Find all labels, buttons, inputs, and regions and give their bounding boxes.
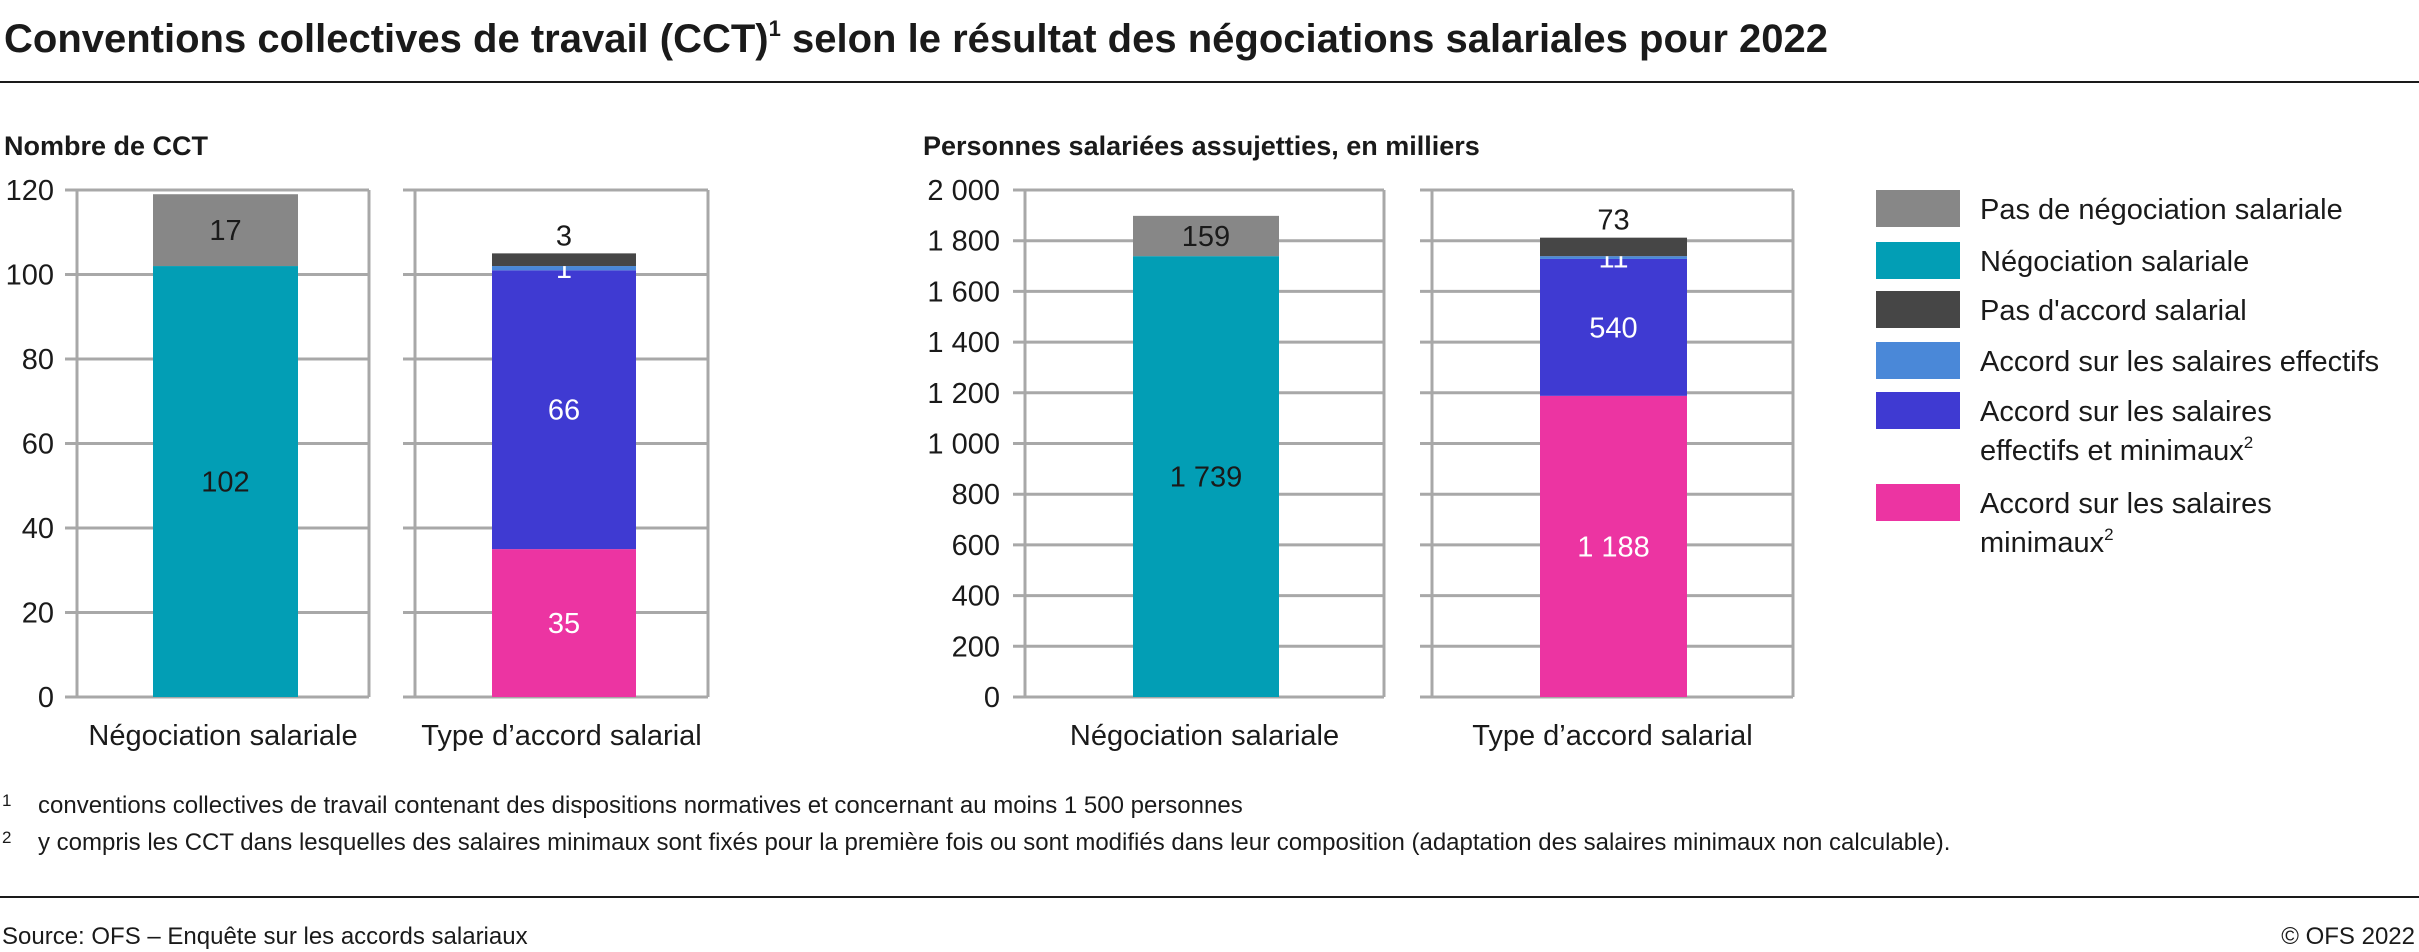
legend-item-effectifs_minimaux: Accord sur les salaires effectifs et mini… [1876,392,2272,467]
category-label: Type d’accord salarial [1472,720,1752,752]
legend-label-line2: minimaux2 [1980,525,2114,559]
legend-swatch [1876,484,1960,521]
bar-segment-effectifs_minimaux [1540,258,1687,396]
y-tick-label: 1 000 [927,429,1000,461]
bar-segment-minimaux [492,549,636,697]
legend-label: Pas d'accord salarial [1980,295,2247,327]
category-label: Négociation salariale [1070,720,1339,752]
y-tick-label: 1 400 [927,327,1000,359]
legend-item-effectifs: Accord sur les salaires effectifs [1876,342,2379,379]
data-label: 159 [1182,221,1230,253]
legend-label: Accord sur les salaires effectifs [1980,346,2379,378]
data-label: 17 [209,215,241,247]
y-tick-label: 600 [952,530,1000,562]
legend-swatch [1876,242,1960,279]
data-label: 1 188 [1577,531,1650,563]
bar-segment-pas_negociation [1133,215,1279,257]
legend-item-pas_negociation: Pas de négociation salariale [1876,190,2343,227]
bar-segment-pas_negociation [153,194,298,267]
legend-item-negociation: Négociation salariale [1876,242,2249,279]
data-label: 540 [1589,312,1637,344]
bar-segment-effectifs_minimaux [492,270,636,550]
y-tick-label: 200 [952,631,1000,663]
footnotes: 1 conventions collectives de travail con… [2,791,1950,856]
legend-swatch [1876,392,1960,429]
footnote-2-text: y compris les CCT dans lesquelles des sa… [38,829,1950,856]
bar-segment-effectifs [492,266,636,271]
data-label: 102 [201,467,249,499]
chart-title: Conventions collectives de travail (CCT)… [4,16,1828,61]
bar-segment-negociation [1133,256,1279,697]
data-label: 66 [548,395,580,427]
footnote-1-text: conventions collectives de travail conte… [38,792,1243,819]
data-label: 1 739 [1170,462,1243,494]
bar-segment-negociation [153,266,298,697]
legend-label: Pas de négociation salariale [1980,194,2343,226]
footnote-1-mark: 1 [2,791,11,810]
legend-swatch [1876,291,1960,328]
y-axis-title: Nombre de CCT [4,131,209,161]
y-tick-label: 1 600 [927,276,1000,308]
y-tick-label: 80 [22,344,54,376]
y-tick-label: 2 000 [927,175,1000,207]
y-tick-label: 0 [984,682,1000,714]
legend-item-minimaux: Accord sur les salaires minimaux2 [1876,484,2272,559]
y-tick-label: 20 [22,598,54,630]
bar-segment-pas_accord [492,253,636,267]
legend-label: Négociation salariale [1980,246,2249,278]
legend-label-line2: effectifs et minimaux2 [1980,433,2253,467]
y-tick-label: 40 [22,513,54,545]
legend-item-pas_accord: Pas d'accord salarial [1876,291,2247,328]
y-axis-title: Personnes salariées assujetties, en mill… [923,131,1480,161]
y-tick-label: 800 [952,479,1000,511]
footnote-2-mark: 2 [2,828,11,847]
source-text: Source: OFS – Enquête sur les accords sa… [2,923,528,950]
legend-swatch [1876,190,1960,227]
legend-label: Accord sur les salaires [1980,396,2272,428]
y-tick-label: 100 [6,260,54,292]
data-label: 3 [556,220,572,252]
y-tick-label: 400 [952,581,1000,613]
y-tick-label: 1 800 [927,226,1000,258]
y-tick-label: 0 [38,682,54,714]
legend-label: Accord sur les salaires [1980,488,2272,520]
data-label: 35 [548,608,580,640]
bar-segment-minimaux [1540,395,1687,697]
copyright-text: © OFS 2022 [2281,923,2415,950]
bar-segment-effectifs [1540,256,1687,259]
y-tick-label: 60 [22,429,54,461]
chart-2: Personnes salariées assujetties, en mill… [923,131,1795,752]
bar-segment-pas_accord [1540,237,1687,257]
legend-swatch [1876,342,1960,379]
category-label: Négociation salariale [88,720,357,752]
chart-1: Nombre de CCT Négociation salariale Type d… [4,131,710,752]
y-tick-label: 120 [6,175,54,207]
y-tick-label: 1 200 [927,378,1000,410]
legend: Pas de négociation salariale Négociation … [1876,190,2379,559]
category-label: Type d’accord salarial [421,720,701,752]
data-label: 73 [1597,205,1629,237]
